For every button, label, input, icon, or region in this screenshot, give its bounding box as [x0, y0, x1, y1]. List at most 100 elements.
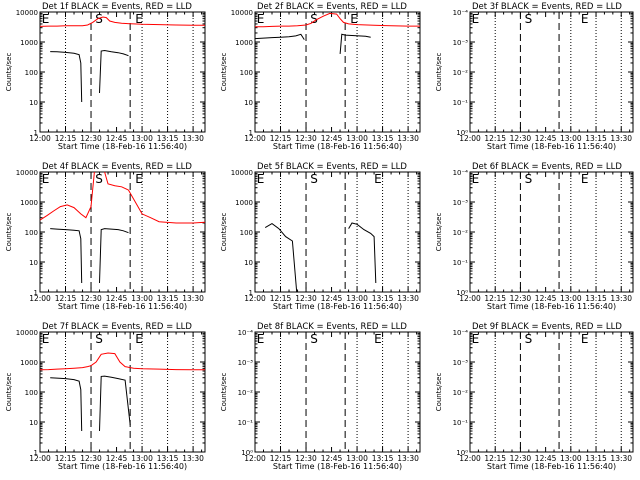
- series-lld-segment-1: [39, 171, 95, 221]
- x-axis-title: Start Time (18-Feb-16 11:56:40): [487, 142, 616, 151]
- y-tick-label: 10⁻¹: [453, 259, 469, 267]
- y-tick-label: 1: [34, 449, 38, 457]
- y-tick-label: 10⁻³: [238, 359, 254, 367]
- x-tick-label: 13:00: [560, 294, 582, 303]
- series-events-segment-2: [348, 222, 377, 284]
- x-tick-label: 12:30: [295, 134, 317, 143]
- series-events-segment-2: [99, 49, 129, 94]
- chart-title: Det 6f BLACK = Events, RED = LLD: [472, 162, 622, 172]
- y-tick-label: 10: [29, 99, 38, 107]
- y-tick-label: 10000: [16, 9, 38, 17]
- chart-panel-2: Det 2f BLACK = Events, RED = LLD 12:00 12:…: [220, 2, 421, 151]
- y-tick-label: 10⁻²: [453, 229, 469, 237]
- y-tick-label: 10⁻³: [453, 199, 469, 207]
- y-axis-title: Counts/sec: [220, 213, 228, 252]
- series-lld-segment-1: [39, 16, 205, 27]
- x-tick-label: 13:30: [610, 294, 632, 303]
- series-lld-segment-2: [104, 171, 206, 224]
- y-tick-label: 10000: [231, 169, 253, 177]
- y-tick-label: 10⁰: [241, 449, 253, 457]
- marker-label: E: [257, 332, 265, 346]
- series-events-segment-2: [99, 375, 131, 432]
- x-tick-label: 13:15: [372, 134, 394, 143]
- y-tick-label: 1: [34, 289, 38, 297]
- x-tick-label: 12:15: [55, 134, 77, 143]
- y-tick-label: 100: [25, 389, 38, 397]
- x-tick-label: 12:45: [321, 294, 343, 303]
- x-tick-label: 13:00: [560, 454, 582, 463]
- y-tick-label: 10: [244, 99, 253, 107]
- y-tick-label: 10: [29, 259, 38, 267]
- x-tick-label: 13:00: [131, 454, 153, 463]
- series-events-segment-1: [50, 51, 83, 103]
- plot-frame: [469, 331, 634, 453]
- marker-label: E: [135, 172, 143, 186]
- y-tick-label: 10⁰: [456, 449, 468, 457]
- series-events-segment-1: [50, 228, 83, 284]
- y-tick-label: 10⁻¹: [453, 99, 469, 107]
- plot-frame: [469, 11, 634, 133]
- y-tick-label: 100: [240, 69, 253, 77]
- series-events-segment-1: [264, 223, 298, 293]
- plot-frame: [254, 331, 421, 453]
- y-tick-label: 1: [249, 289, 253, 297]
- x-tick-label: 12:30: [295, 454, 317, 463]
- x-axis-title: Start Time (18-Feb-16 11:56:40): [273, 302, 402, 311]
- y-tick-label: 1000: [235, 199, 253, 207]
- marker-label: E: [257, 12, 265, 26]
- y-tick-label: 100: [240, 229, 253, 237]
- marker-label: E: [374, 172, 382, 186]
- x-tick-label: 13:15: [585, 134, 607, 143]
- x-tick-label: 12:30: [80, 294, 102, 303]
- chart-title: Det 4f BLACK = Events, RED = LLD: [42, 162, 192, 172]
- y-tick-label: 10⁻⁴: [453, 329, 469, 337]
- x-tick-label: 12:30: [510, 454, 532, 463]
- chart-panel-5: Det 5f BLACK = Events, RED = LLD 12:00 12:…: [220, 162, 421, 311]
- y-tick-label: 1000: [20, 359, 38, 367]
- y-tick-label: 10000: [16, 169, 38, 177]
- y-tick-label: 1: [249, 129, 253, 137]
- x-tick-label: 13:15: [157, 134, 179, 143]
- plot-frame: [39, 11, 206, 133]
- x-tick-label: 12:00: [244, 294, 266, 303]
- y-tick-label: 10000: [231, 9, 253, 17]
- x-tick-label: 12:00: [29, 454, 51, 463]
- y-tick-label: 10⁻¹: [453, 419, 469, 427]
- x-tick-label: 12:15: [55, 294, 77, 303]
- x-tick-label: 12:00: [244, 134, 266, 143]
- chart-panel-4: Det 4f BLACK = Events, RED = LLD 12:00 12:…: [5, 162, 206, 311]
- x-tick-label: 13:00: [346, 294, 368, 303]
- x-tick-label: 12:00: [244, 454, 266, 463]
- marker-label: S: [95, 172, 103, 186]
- y-tick-label: 10⁻²: [453, 69, 469, 77]
- x-tick-label: 13:00: [560, 134, 582, 143]
- marker-label: S: [525, 172, 533, 186]
- x-tick-label: 12:45: [106, 454, 128, 463]
- x-tick-label: 12:45: [535, 454, 557, 463]
- y-axis-title: Counts/sec: [435, 213, 443, 252]
- marker-label: E: [581, 332, 589, 346]
- x-tick-label: 12:15: [270, 454, 292, 463]
- marker-label: S: [310, 332, 318, 346]
- marker-label: E: [374, 332, 382, 346]
- y-axis-title: Counts/sec: [435, 373, 443, 412]
- x-tick-label: 12:15: [270, 294, 292, 303]
- marker-label: E: [135, 12, 143, 26]
- x-tick-label: 12:00: [29, 294, 51, 303]
- marker-label: S: [525, 12, 533, 26]
- x-tick-label: 12:45: [321, 454, 343, 463]
- y-tick-label: 10⁰: [456, 289, 468, 297]
- y-tick-label: 10⁻¹: [238, 419, 254, 427]
- y-tick-label: 10⁻⁴: [238, 329, 254, 337]
- chart-title: Det 1f BLACK = Events, RED = LLD: [42, 2, 192, 12]
- series-lld-segment-1: [39, 352, 205, 371]
- marker-label: E: [472, 172, 480, 186]
- y-tick-label: 100: [25, 229, 38, 237]
- y-tick-label: 10⁻⁴: [453, 169, 469, 177]
- x-tick-label: 12:15: [484, 134, 506, 143]
- x-axis-title: Start Time (18-Feb-16 11:56:40): [273, 462, 402, 471]
